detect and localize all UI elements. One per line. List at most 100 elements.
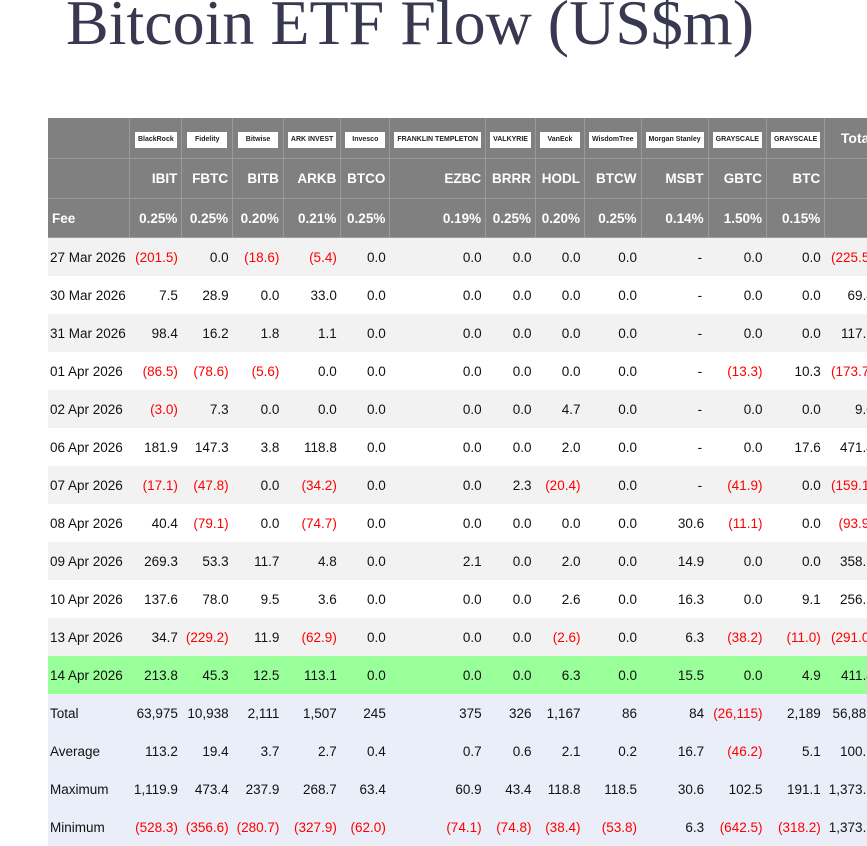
summary-cell: 63,975 xyxy=(129,694,182,732)
summary-cell: 1,119.9 xyxy=(129,770,182,808)
flow-cell: (79.1) xyxy=(181,504,233,542)
table-row: 08 Apr 2026 40.4 (79.1) 0.0 (74.7) 0.0 0.0 0.0 0… xyxy=(48,504,867,542)
summary-cell: (46.2) xyxy=(708,732,767,770)
empty-cell xyxy=(48,158,131,199)
issuer-logo-row: BlackRock Fidelity Bitwise ARK INVEST Invesc… xyxy=(48,118,867,159)
flow-cell: 17.6 xyxy=(766,428,825,466)
flow-cell: 0.0 xyxy=(485,618,536,656)
flow-cell: 0.0 xyxy=(584,618,642,656)
flow-cell: 98.4 xyxy=(129,314,182,352)
summary-cell: 375 xyxy=(389,694,486,732)
flow-cell: 30.6 xyxy=(641,504,709,542)
issuer-logo: BlackRock xyxy=(134,131,177,148)
flow-cell: - xyxy=(641,466,709,504)
summary-cell: 1,507 xyxy=(283,694,341,732)
flow-cell: 0.0 xyxy=(340,428,390,466)
flow-cell: 0.0 xyxy=(340,352,390,390)
flow-cell: (229.2) xyxy=(181,618,233,656)
issuer-logo: GRAYSCALE xyxy=(770,131,821,148)
flow-cell: 113.1 xyxy=(283,656,341,694)
empty-cell xyxy=(824,198,867,238)
date-cell: 07 Apr 2026 xyxy=(48,466,130,504)
row-total-cell: 358.1 xyxy=(824,542,867,580)
flow-cell: 0.0 xyxy=(389,618,486,656)
issuer-logo: VALKYRIE xyxy=(490,131,531,148)
issuer-logo-cell: FRANKLIN TEMPLETON xyxy=(389,118,487,159)
summary-cell: 0.7 xyxy=(389,732,486,770)
flow-cell: 0.0 xyxy=(766,276,825,314)
flow-cell: 0.0 xyxy=(584,314,642,352)
table-row: 02 Apr 2026 (3.0) 7.3 0.0 0.0 0.0 0.0 0.0 4.7 0.0… xyxy=(48,390,867,428)
date-cell: 01 Apr 2026 xyxy=(48,352,130,390)
flow-cell: - xyxy=(641,352,709,390)
issuer-logo: Morgan Stanley xyxy=(645,131,704,148)
flow-cell: 0.0 xyxy=(340,466,390,504)
flow-cell: 11.9 xyxy=(232,618,284,656)
flow-cell: 137.6 xyxy=(129,580,182,618)
flow-cell: 6.3 xyxy=(641,618,709,656)
page-title: Bitcoin ETF Flow (US$m) xyxy=(65,0,755,58)
flow-cell: 0.0 xyxy=(389,580,486,618)
flow-cell: 147.3 xyxy=(181,428,233,466)
flow-cell: (2.6) xyxy=(535,618,585,656)
flow-cell: 0.0 xyxy=(389,504,486,542)
etf-flow-table: BlackRock Fidelity Bitwise ARK INVEST Invesc… xyxy=(48,118,867,846)
flow-cell: 0.0 xyxy=(232,390,284,428)
flow-cell: 0.0 xyxy=(584,276,642,314)
flow-cell: 0.0 xyxy=(766,390,825,428)
ticker-header: EZBC xyxy=(389,158,487,199)
ticker-header: ARKB xyxy=(283,158,342,199)
issuer-logo: WisdomTree xyxy=(588,131,637,148)
issuer-logo-cell: BlackRock xyxy=(129,118,183,159)
flow-cell: (38.2) xyxy=(708,618,767,656)
flow-cell: - xyxy=(641,237,709,276)
flow-cell: 0.0 xyxy=(708,237,767,276)
flow-cell: 0.0 xyxy=(708,276,767,314)
flow-cell: - xyxy=(641,390,709,428)
flow-cell: 269.3 xyxy=(129,542,182,580)
summary-cell: 2.1 xyxy=(535,732,585,770)
summary-cell: 86 xyxy=(584,694,642,732)
ticker-row: IBIT FBTC BITB ARKB BTCO EZBC BRRR HODL BTCW MSBT… xyxy=(48,158,867,199)
flow-cell: 0.0 xyxy=(340,276,390,314)
flow-cell: (5.6) xyxy=(232,352,284,390)
flow-cell: (5.4) xyxy=(283,237,341,276)
flow-cell: 181.9 xyxy=(129,428,182,466)
fee-value: 0.19% xyxy=(389,198,487,238)
flow-cell: 0.0 xyxy=(584,656,642,694)
flow-cell: 4.9 xyxy=(766,656,825,694)
table-row: 10 Apr 2026 137.6 78.0 9.5 3.6 0.0 0.0 0.0 2.6 0.… xyxy=(48,580,867,618)
flow-cell: 0.0 xyxy=(535,504,585,542)
summary-row: Average 113.2 19.4 3.7 2.7 0.4 0.7 0.6 2.1 0.2 16.… xyxy=(48,732,867,770)
flow-cell: 0.0 xyxy=(708,390,767,428)
flow-cell: 14.9 xyxy=(641,542,709,580)
issuer-logo-cell: Bitwise xyxy=(232,118,284,159)
summary-cell: 56,887 xyxy=(824,694,867,732)
issuer-logo-cell: Morgan Stanley xyxy=(641,118,709,159)
flow-cell: 0.0 xyxy=(485,504,536,542)
flow-cell: 0.0 xyxy=(340,656,390,694)
issuer-logo: ARK INVEST xyxy=(287,131,337,148)
date-cell: 09 Apr 2026 xyxy=(48,542,130,580)
flow-cell: 0.0 xyxy=(485,237,536,276)
summary-cell: (327.9) xyxy=(283,808,341,846)
summary-row: Total 63,975 10,938 2,111 1,507 245 375 326 1,16… xyxy=(48,694,867,732)
summary-cell: 63.4 xyxy=(340,770,390,808)
summary-cell: 2,189 xyxy=(766,694,825,732)
date-cell: 10 Apr 2026 xyxy=(48,580,130,618)
flow-cell: 0.0 xyxy=(584,352,642,390)
flow-cell: 11.7 xyxy=(232,542,284,580)
summary-cell: (74.1) xyxy=(389,808,486,846)
ticker-header: BTCO xyxy=(340,158,391,199)
summary-cell: 237.9 xyxy=(232,770,284,808)
summary-cell: 2,111 xyxy=(232,694,284,732)
summary-cell: (62.0) xyxy=(340,808,390,846)
summary-cell: (53.8) xyxy=(584,808,642,846)
flow-cell: 0.0 xyxy=(766,504,825,542)
row-total-cell: (93.9) xyxy=(824,504,867,542)
flow-cell: (11.0) xyxy=(766,618,825,656)
fee-value: 0.25% xyxy=(340,198,391,238)
flow-cell: 0.0 xyxy=(584,504,642,542)
flow-cell: 0.0 xyxy=(389,656,486,694)
summary-cell: 16.7 xyxy=(641,732,709,770)
